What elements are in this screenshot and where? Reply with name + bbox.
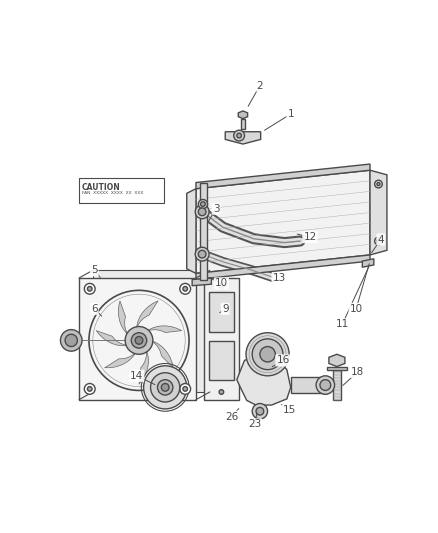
Text: 23: 23 <box>248 419 261 429</box>
Circle shape <box>246 333 289 376</box>
Circle shape <box>377 182 380 185</box>
Polygon shape <box>105 351 137 368</box>
Text: 18: 18 <box>351 367 364 377</box>
Circle shape <box>377 239 380 243</box>
Text: 3: 3 <box>213 204 219 214</box>
Text: 2: 2 <box>257 80 263 91</box>
Polygon shape <box>139 349 148 384</box>
Circle shape <box>195 247 209 261</box>
Polygon shape <box>118 301 129 336</box>
Circle shape <box>161 384 169 391</box>
Text: 26: 26 <box>225 411 238 422</box>
Text: 16: 16 <box>276 356 290 366</box>
Circle shape <box>374 180 382 188</box>
Circle shape <box>316 376 335 394</box>
Polygon shape <box>196 170 370 273</box>
Polygon shape <box>362 259 374 267</box>
Circle shape <box>234 130 244 141</box>
Polygon shape <box>137 301 158 330</box>
Polygon shape <box>187 189 196 273</box>
Circle shape <box>180 384 191 394</box>
Text: 15: 15 <box>283 406 296 415</box>
Text: 10: 10 <box>215 278 228 288</box>
Text: CAUTION: CAUTION <box>82 182 121 191</box>
Bar <box>240 119 245 130</box>
Text: 4: 4 <box>378 235 384 245</box>
Circle shape <box>151 373 180 402</box>
Circle shape <box>198 208 206 216</box>
Circle shape <box>183 287 187 291</box>
Bar <box>209 292 234 332</box>
Circle shape <box>88 287 92 291</box>
Text: 13: 13 <box>272 273 286 283</box>
Circle shape <box>135 336 143 344</box>
Circle shape <box>180 284 191 294</box>
Circle shape <box>195 205 209 219</box>
Text: 9: 9 <box>222 304 229 314</box>
Circle shape <box>125 327 153 354</box>
Polygon shape <box>370 170 387 255</box>
Text: 11: 11 <box>336 319 349 329</box>
Circle shape <box>252 339 283 370</box>
Polygon shape <box>93 270 210 392</box>
Circle shape <box>320 379 331 391</box>
Polygon shape <box>200 182 207 280</box>
Polygon shape <box>192 278 212 286</box>
Circle shape <box>252 403 268 419</box>
Text: 12: 12 <box>304 232 317 242</box>
Bar <box>204 278 239 400</box>
Circle shape <box>85 384 95 394</box>
Text: 6: 6 <box>91 304 98 314</box>
Circle shape <box>158 379 173 395</box>
Polygon shape <box>196 164 370 189</box>
Circle shape <box>144 366 187 409</box>
Polygon shape <box>96 330 129 346</box>
Polygon shape <box>225 132 261 144</box>
Text: 5: 5 <box>91 265 98 276</box>
Polygon shape <box>291 377 325 393</box>
Bar <box>79 178 164 203</box>
Circle shape <box>201 202 205 206</box>
Circle shape <box>198 251 206 258</box>
Polygon shape <box>146 326 182 333</box>
Circle shape <box>256 407 264 415</box>
Circle shape <box>85 284 95 294</box>
Circle shape <box>131 333 147 348</box>
Polygon shape <box>150 341 173 368</box>
Text: FAN  XXXXX  XXXX  XX  XXX: FAN XXXXX XXXX XX XXX <box>82 191 143 195</box>
Bar <box>79 278 196 400</box>
Bar <box>327 367 347 370</box>
Circle shape <box>65 334 78 346</box>
Text: 1: 1 <box>287 109 294 119</box>
Text: 10: 10 <box>350 304 363 314</box>
Circle shape <box>374 237 382 245</box>
Polygon shape <box>329 354 345 367</box>
Polygon shape <box>237 354 291 405</box>
Bar <box>333 370 341 400</box>
Text: 14: 14 <box>130 371 143 381</box>
Polygon shape <box>238 111 247 119</box>
Circle shape <box>260 346 276 362</box>
Polygon shape <box>196 255 370 280</box>
Circle shape <box>198 199 208 209</box>
Circle shape <box>219 390 224 394</box>
Circle shape <box>88 386 92 391</box>
Circle shape <box>183 386 187 391</box>
Circle shape <box>219 284 224 288</box>
Bar <box>209 341 234 379</box>
Circle shape <box>237 133 241 138</box>
Circle shape <box>60 329 82 351</box>
